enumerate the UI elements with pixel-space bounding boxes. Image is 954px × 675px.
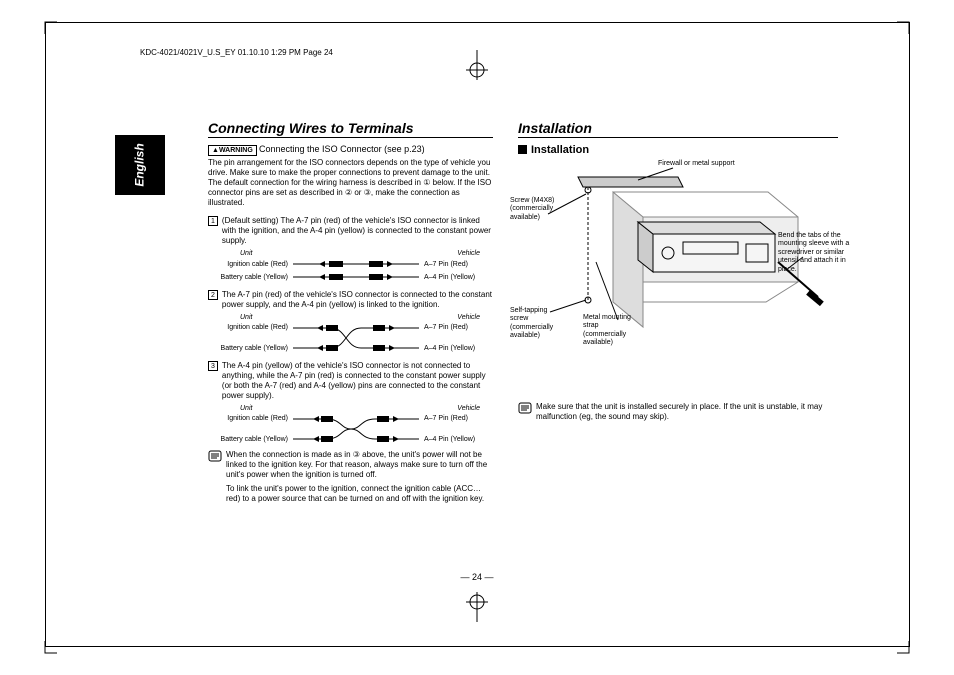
registration-mark-top [466, 50, 488, 80]
warning-badge: ▲WARNING [208, 145, 257, 156]
label-bend: Bend the tabs of the mounting sleeve wit… [778, 232, 858, 274]
case-2-text: The A-7 pin (red) of the vehicle's ISO c… [222, 290, 493, 310]
language-tab-label: English [133, 143, 147, 186]
installation-diagram: Firewall or metal support Screw (M4X8) (… [518, 162, 838, 362]
note-block: When the connection is made as in ③ abov… [208, 450, 493, 480]
note-text: When the connection is made as in ③ abov… [226, 450, 493, 480]
case-number-1: 1 [208, 216, 218, 226]
label-firewall: Firewall or metal support [658, 160, 735, 168]
section-title-wires: Connecting Wires to Terminals [208, 120, 493, 138]
left-column: Connecting Wires to Terminals ▲WARNING C… [208, 120, 493, 504]
case-3-text: The A-4 pin (yellow) of the vehicle's IS… [222, 361, 493, 401]
registration-mark-bottom [466, 592, 488, 622]
note-icon [518, 402, 532, 414]
installation-subheading: Installation [518, 144, 838, 156]
page-number: — 24 — [0, 572, 954, 582]
section-title-installation: Installation [518, 120, 838, 138]
crop-mark-tl [27, 4, 57, 34]
subnote-text: To link the unit's power to the ignition… [226, 484, 493, 504]
diagram-1: UnitVehicle Ignition cable (Red) A–7 Pin… [214, 250, 493, 282]
install-note: Make sure that the unit is installed sec… [518, 402, 838, 422]
install-note-text: Make sure that the unit is installed sec… [536, 402, 838, 422]
label-tapping: Self-tapping screw (commercially availab… [510, 307, 565, 341]
intro-text: The pin arrangement for the ISO connecto… [208, 158, 493, 208]
crop-mark-tr [897, 4, 927, 34]
label-strap: Metal mounting strap (commercially avail… [583, 314, 643, 348]
warning-line: ▲WARNING Connecting the ISO Connector (s… [208, 144, 493, 156]
case-2: 2 The A-7 pin (red) of the vehicle's ISO… [208, 290, 493, 310]
diagram-3: UnitVehicle Ignition cable (Red) Battery… [214, 405, 493, 444]
crop-mark-br [897, 641, 927, 671]
diagram-2: UnitVehicle Ignition cable (Red) Battery… [214, 314, 493, 353]
wire-cross-icon [291, 323, 421, 353]
case-number-3: 3 [208, 361, 218, 371]
wire-merge-icon [291, 414, 421, 444]
note-icon [208, 450, 222, 462]
language-tab: English [115, 135, 165, 195]
warning-text: Connecting the ISO Connector (see p.23) [259, 144, 425, 154]
label-screw: Screw (M4X8) (commercially available) [510, 197, 562, 222]
case-number-2: 2 [208, 290, 218, 300]
case-1-text: (Default setting) The A-7 pin (red) of t… [222, 216, 493, 246]
right-column: Installation Installation [518, 120, 838, 422]
wire-straight-icon [291, 265, 421, 289]
crop-mark-bl [27, 641, 57, 671]
case-3: 3 The A-4 pin (yellow) of the vehicle's … [208, 361, 493, 401]
header-meta: KDC-4021/4021V_U.S_EY 01.10.10 1:29 PM P… [140, 48, 333, 57]
case-1: 1 (Default setting) The A-7 pin (red) of… [208, 216, 493, 246]
